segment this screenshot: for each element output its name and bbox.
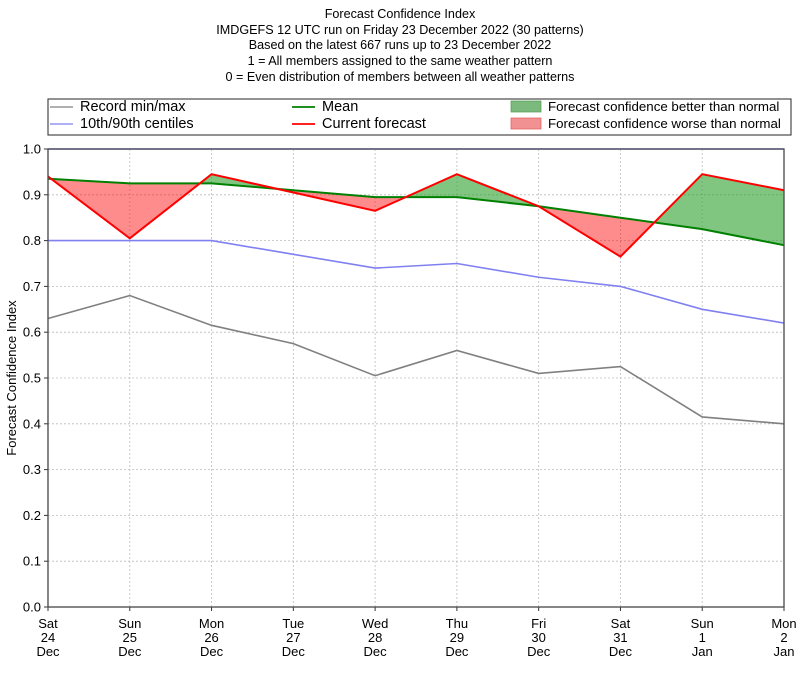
- svg-text:Sun: Sun: [118, 616, 141, 631]
- svg-text:Dec: Dec: [445, 644, 469, 659]
- svg-text:0.8: 0.8: [23, 233, 41, 248]
- svg-text:25: 25: [123, 630, 137, 645]
- svg-text:28: 28: [368, 630, 382, 645]
- svg-text:Forecast Confidence Index: Forecast Confidence Index: [4, 300, 19, 456]
- svg-text:Sun: Sun: [691, 616, 714, 631]
- svg-text:1: 1: [699, 630, 706, 645]
- svg-text:26: 26: [204, 630, 218, 645]
- svg-text:Dec: Dec: [200, 644, 224, 659]
- svg-text:0.5: 0.5: [23, 371, 41, 386]
- svg-text:Dec: Dec: [36, 644, 60, 659]
- svg-text:0.3: 0.3: [23, 462, 41, 477]
- svg-text:24: 24: [41, 630, 55, 645]
- svg-text:Current forecast: Current forecast: [322, 116, 426, 132]
- svg-text:Jan: Jan: [692, 644, 713, 659]
- svg-text:0.2: 0.2: [23, 508, 41, 523]
- svg-text:Wed: Wed: [362, 616, 389, 631]
- svg-text:Mon: Mon: [771, 616, 796, 631]
- svg-text:0.1: 0.1: [23, 554, 41, 569]
- svg-text:0.4: 0.4: [23, 416, 41, 431]
- svg-text:Sat: Sat: [38, 616, 58, 631]
- svg-text:0.9: 0.9: [23, 187, 41, 202]
- svg-text:Forecast confidence worse than: Forecast confidence worse than normal: [548, 116, 781, 131]
- svg-text:10th/90th centiles: 10th/90th centiles: [80, 116, 194, 132]
- svg-text:Dec: Dec: [364, 644, 388, 659]
- svg-text:Dec: Dec: [118, 644, 142, 659]
- svg-text:1.0: 1.0: [23, 142, 41, 157]
- svg-text:Dec: Dec: [527, 644, 551, 659]
- svg-text:Jan: Jan: [774, 644, 795, 659]
- svg-text:Record min/max: Record min/max: [80, 99, 186, 115]
- svg-text:2: 2: [780, 630, 787, 645]
- svg-text:Mon: Mon: [199, 616, 224, 631]
- svg-text:0.7: 0.7: [23, 279, 41, 294]
- svg-text:Fri: Fri: [531, 616, 546, 631]
- svg-text:Thu: Thu: [446, 616, 468, 631]
- svg-text:29: 29: [450, 630, 464, 645]
- svg-text:Mean: Mean: [322, 99, 358, 115]
- svg-text:Forecast confidence better tha: Forecast confidence better than normal: [548, 99, 779, 114]
- svg-text:Dec: Dec: [609, 644, 633, 659]
- svg-text:Tue: Tue: [282, 616, 304, 631]
- svg-text:30: 30: [531, 630, 545, 645]
- svg-text:27: 27: [286, 630, 300, 645]
- svg-text:Sat: Sat: [611, 616, 631, 631]
- svg-text:31: 31: [613, 630, 627, 645]
- svg-text:0.6: 0.6: [23, 325, 41, 340]
- svg-text:0.0: 0.0: [23, 600, 41, 615]
- svg-text:Dec: Dec: [282, 644, 306, 659]
